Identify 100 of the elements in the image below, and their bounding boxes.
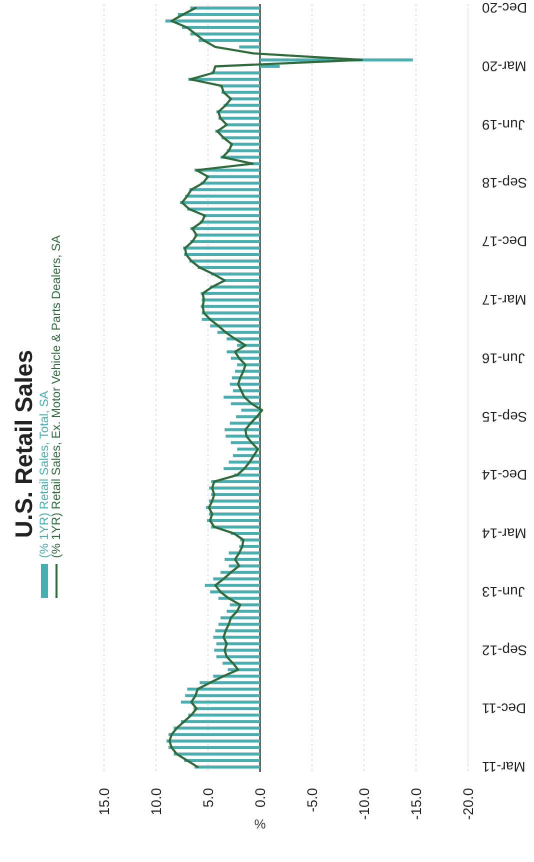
bar <box>217 330 260 334</box>
bar <box>202 311 260 314</box>
bar <box>228 460 260 464</box>
bar <box>260 64 280 68</box>
bar <box>190 6 260 10</box>
y-tick-label: Dec-11 <box>482 700 526 717</box>
bar <box>168 746 260 750</box>
bar <box>216 642 260 646</box>
bar <box>202 318 260 321</box>
bar <box>222 662 260 665</box>
y-tick-label: Mar-11 <box>482 759 526 776</box>
bar <box>184 759 260 762</box>
bar <box>184 253 260 256</box>
bar <box>185 194 260 198</box>
bar <box>210 324 260 328</box>
bar <box>211 525 260 528</box>
bar <box>194 766 260 768</box>
bar <box>190 227 260 230</box>
bar <box>222 90 260 94</box>
bar <box>232 376 260 380</box>
bar <box>178 12 260 16</box>
bar <box>210 285 260 288</box>
bar <box>200 681 260 684</box>
y-tick-label: Dec-14 <box>482 467 528 484</box>
bar <box>209 500 260 503</box>
bar <box>220 570 260 574</box>
x-tick-label: -15.0 <box>408 788 424 820</box>
bar <box>165 19 260 22</box>
x-axis-title: % <box>254 816 266 832</box>
bar <box>194 234 260 237</box>
y-tick-label: Mar-14 <box>482 526 526 542</box>
y-tick-label: Sep-15 <box>482 408 528 425</box>
bar <box>228 551 260 554</box>
bar <box>190 32 260 36</box>
bar <box>241 408 260 412</box>
x-tick-label: -10.0 <box>356 788 372 820</box>
bar <box>206 506 260 510</box>
bar <box>187 688 260 691</box>
x-tick-label: -5.0 <box>304 788 320 812</box>
bar <box>180 700 260 704</box>
bar <box>222 136 260 140</box>
x-tick-label: 0.0 <box>252 788 268 808</box>
x-tick-label: 5.0 <box>200 788 216 808</box>
y-tick-label: Dec-20 <box>482 0 528 16</box>
bar <box>216 110 260 114</box>
bar <box>174 726 260 730</box>
bar <box>185 694 260 698</box>
y-tick-label: Dec-17 <box>482 234 528 250</box>
y-tick-label: Jun-16 <box>482 350 525 366</box>
bar <box>235 370 260 373</box>
bar <box>218 622 260 626</box>
text: (% 1YR) Retail Sales, Ex. Motor Vehicle & Parts Dealers, SA <box>49 235 63 558</box>
bar <box>209 486 260 490</box>
x-tick-label: 15.0 <box>96 788 112 816</box>
bar <box>204 584 260 587</box>
x-tick-label: 10.0 <box>148 788 164 816</box>
bar <box>183 246 260 250</box>
bar <box>224 104 260 107</box>
bar <box>239 45 260 48</box>
bar <box>198 38 260 42</box>
bar <box>211 71 260 74</box>
bar <box>228 97 260 100</box>
bar <box>189 260 260 262</box>
bar <box>226 350 260 354</box>
bar <box>226 610 260 613</box>
bar <box>200 182 260 185</box>
bar <box>187 208 260 211</box>
bar <box>180 201 260 204</box>
bar <box>230 382 260 386</box>
bar <box>224 428 260 432</box>
bar <box>180 720 260 724</box>
x-tick-label: -20.0 <box>460 788 476 820</box>
bar <box>168 733 260 736</box>
bar <box>190 240 260 244</box>
bar <box>232 454 260 458</box>
y-tick-label: Sep-18 <box>482 175 528 192</box>
text: U.S. Retail Sales <box>11 350 38 538</box>
bar <box>200 304 260 308</box>
bar <box>230 142 260 146</box>
bar <box>220 616 260 620</box>
bar <box>226 149 260 152</box>
bar <box>224 396 260 399</box>
bar <box>230 422 260 425</box>
text: (% 1YR) Retail Sales, Total, SA <box>37 390 51 558</box>
bar <box>224 123 260 126</box>
y-tick-label: Jun-13 <box>482 584 525 600</box>
y-tick-label: Jun-19 <box>482 116 525 133</box>
bar <box>219 84 260 88</box>
bar <box>198 266 260 269</box>
bar <box>174 752 260 756</box>
bar <box>188 714 260 717</box>
bar <box>215 130 260 133</box>
y-tick-label: Mar-20 <box>482 58 526 74</box>
bar <box>209 512 260 516</box>
bar <box>166 740 260 743</box>
y-tick-label: Sep-12 <box>482 642 528 658</box>
bar <box>226 434 260 438</box>
bar <box>210 590 260 594</box>
bar <box>193 707 260 710</box>
bar <box>222 278 260 282</box>
